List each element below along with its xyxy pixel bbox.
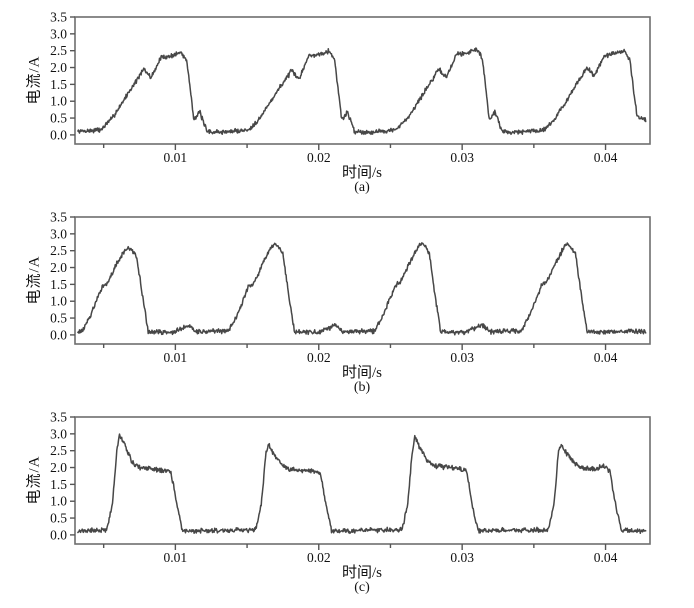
- subplot-caption-b: (b): [353, 380, 371, 395]
- svg-text:1.5: 1.5: [50, 477, 67, 492]
- svg-text:3.0: 3.0: [50, 26, 67, 41]
- y-axis-label-a: 电流/A: [26, 55, 43, 105]
- svg-text:0.5: 0.5: [50, 311, 67, 326]
- svg-text:3.0: 3.0: [50, 426, 67, 441]
- x-axis-label-b: 时间/s: [341, 365, 383, 381]
- y-axis-label-b: 电流/A: [26, 255, 43, 305]
- subplot-caption-a: (a): [354, 180, 370, 195]
- svg-text:0.0: 0.0: [50, 127, 67, 142]
- plot-canvas-b: 0.00.5 1.0 1.5 2.0 2.5 3.03.5 0.01 0.02 0.03 0.04: [50, 210, 651, 365]
- subplot-b: 0.0 0.5 1.0 1.5 2.0 2.5 3.0 3.5 0.01 0.02 0.03 0.04…: [0, 200, 694, 400]
- svg-text:1.0: 1.0: [50, 494, 67, 509]
- svg-text:0.04: 0.04: [594, 150, 618, 165]
- svg-text:0.02: 0.02: [307, 350, 331, 365]
- svg-text:0.01: 0.01: [164, 350, 188, 365]
- svg-text:0.0: 0.0: [50, 527, 67, 542]
- svg-text:0.04: 0.04: [594, 550, 618, 565]
- subplot-caption-c: (c): [354, 580, 370, 595]
- plot-canvas-a: 0.00.5 1.0 1.5 2.0 2.5 3.03.5 0.01 0.02 0.03 0.04: [50, 10, 651, 165]
- svg-text:2.0: 2.0: [50, 60, 67, 75]
- svg-text:0.03: 0.03: [450, 550, 474, 565]
- svg-text:2.0: 2.0: [50, 460, 67, 475]
- svg-text:3.5: 3.5: [50, 210, 67, 225]
- x-axis-label-a: 时间/s: [341, 165, 383, 181]
- svg-text:2.5: 2.5: [50, 43, 67, 58]
- svg-text:1.5: 1.5: [50, 277, 67, 292]
- svg-text:0.04: 0.04: [594, 350, 618, 365]
- y-axis-label-c: 电流/A: [26, 455, 43, 505]
- svg-text:0.5: 0.5: [50, 111, 67, 126]
- svg-text:1.0: 1.0: [50, 94, 67, 109]
- svg-text:3.5: 3.5: [50, 410, 67, 425]
- svg-text:0.03: 0.03: [450, 150, 474, 165]
- svg-text:0.03: 0.03: [450, 350, 474, 365]
- svg-text:3.5: 3.5: [50, 10, 67, 25]
- svg-text:3.0: 3.0: [50, 226, 67, 241]
- svg-text:0.0: 0.0: [50, 327, 67, 342]
- svg-text:0.02: 0.02: [307, 150, 331, 165]
- svg-text:2.0: 2.0: [50, 260, 67, 275]
- subplot-a: 0.0 0.5 1.0 1.5 2.0 2.5 3.0 3.5 0.01 0.02 0.03 0.04…: [0, 0, 694, 200]
- x-axis-label-c: 时间/s: [341, 565, 383, 581]
- subplot-c: 0.0 0.5 1.0 1.5 2.0 2.5 3.0 3.5 0.01 0.02 0.03 0.04…: [0, 400, 694, 608]
- svg-text:0.5: 0.5: [50, 511, 67, 526]
- svg-text:1.5: 1.5: [50, 77, 67, 92]
- svg-text:0.01: 0.01: [164, 150, 188, 165]
- svg-text:2.5: 2.5: [50, 443, 67, 458]
- svg-text:2.5: 2.5: [50, 243, 67, 258]
- plot-canvas-c: 0.00.5 1.0 1.5 2.0 2.5 3.03.5 0.01 0.02 0.03 0.04: [50, 410, 651, 565]
- svg-text:1.0: 1.0: [50, 294, 67, 309]
- svg-text:0.01: 0.01: [164, 550, 188, 565]
- svg-text:0.02: 0.02: [307, 550, 331, 565]
